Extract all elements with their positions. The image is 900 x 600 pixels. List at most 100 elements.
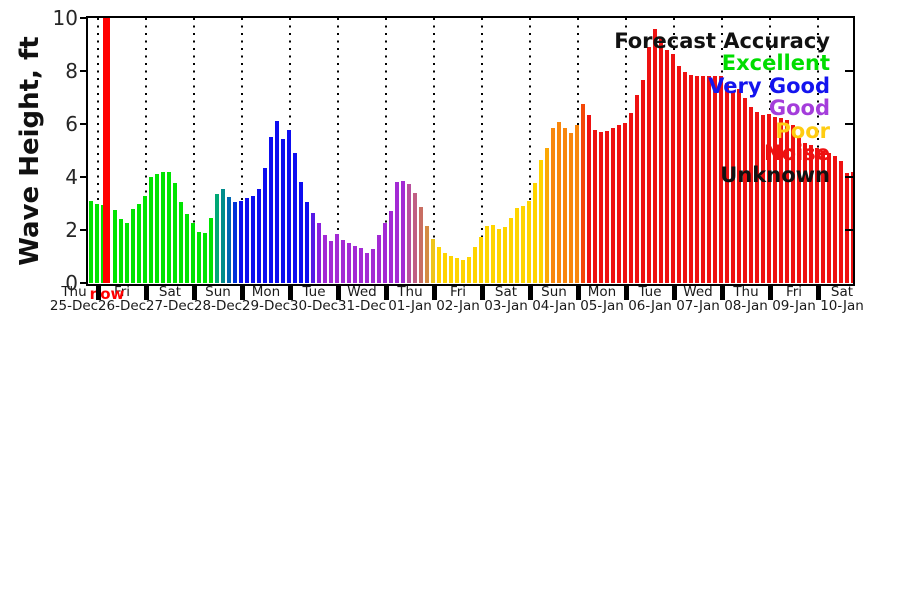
wave-height-bar (682, 72, 687, 283)
wave-height-bar (166, 172, 171, 283)
wave-height-bar (304, 201, 309, 283)
weekday-text: Wed (347, 284, 377, 300)
date-text: 28-Dec (193, 297, 243, 314)
wave-height-bar (592, 130, 597, 283)
day-boundary-tick (336, 284, 341, 300)
wave-height-bar (706, 76, 711, 283)
wave-height-bar (460, 259, 465, 283)
wave-height-bar (808, 144, 813, 283)
wave-height-bar (616, 125, 621, 283)
wave-height-bar (574, 125, 579, 283)
wave-height-bar (322, 235, 327, 283)
wave-height-bar (514, 208, 519, 283)
wave-height-bar (124, 223, 129, 283)
x-axis-day-label: Wed 31-Dec (320, 284, 404, 313)
wave-height-bar (628, 113, 633, 283)
legend-entry-unknown: Unknown (720, 163, 830, 188)
wave-height-bar (340, 240, 345, 283)
wave-height-bar (274, 120, 279, 283)
wave-height-bar (436, 247, 441, 283)
wave-height-bar (394, 181, 399, 283)
y-tick-label: 2 (65, 218, 78, 242)
day-boundary-tick (768, 284, 773, 300)
wave-height-bar (760, 114, 765, 283)
x-axis-day-label: Tue 06-Jan (608, 284, 692, 313)
wave-height-bar (136, 203, 141, 283)
wave-height-bar (448, 255, 453, 283)
wave-height-bar (796, 138, 801, 283)
wave-height-bar (370, 249, 375, 283)
wave-height-bar (484, 226, 489, 283)
x-axis-day-label: Tue 30-Dec (272, 285, 356, 314)
wave-height-bar (466, 257, 471, 283)
wave-height-bar (790, 125, 795, 283)
y-tick-label: 6 (65, 112, 78, 136)
wave-height-bar (748, 106, 753, 283)
wave-height-bar (286, 130, 291, 283)
wave-height-bar (412, 193, 417, 283)
wave-height-bar (634, 94, 639, 283)
wave-height-bar (814, 147, 819, 283)
wave-height-bar (562, 128, 567, 283)
x-axis-day-label: Mon 29-Dec (224, 285, 308, 313)
wave-height-bar (100, 204, 105, 283)
wave-height-bar (112, 210, 117, 283)
wave-height-bar (778, 118, 783, 283)
day-boundary-tick (672, 284, 677, 300)
day-boundary-tick (240, 284, 245, 300)
wave-height-bar (310, 213, 315, 283)
wave-height-bar (430, 239, 435, 283)
wave-height-bar (328, 241, 333, 283)
weekday-text: Sat (830, 284, 854, 300)
wave-height-bar (556, 122, 561, 283)
wave-height-bar (256, 189, 261, 283)
wave-height-bar (712, 75, 717, 283)
y-tick-mark (80, 229, 87, 231)
y-tick-mark (80, 123, 87, 125)
x-axis-day-label: Sat 03-Jan (464, 284, 548, 313)
day-gridline (97, 18, 99, 283)
wave-height-bar (292, 153, 297, 283)
date-text: 08-Jan (724, 297, 768, 314)
now-label: now (89, 285, 125, 303)
x-axis-day-label: Fri 26-Dec (80, 285, 164, 313)
wave-height-bar (268, 136, 273, 283)
wave-height-bar (358, 248, 363, 283)
now-marker-line (103, 18, 110, 283)
weekday-text: Tue (638, 284, 662, 300)
weekday-text: Thu (61, 284, 87, 300)
y-axis-label: Wave Height, ft (15, 36, 45, 266)
wave-height-bar (820, 150, 825, 283)
day-boundary-tick (288, 284, 293, 300)
day-gridline (337, 18, 339, 283)
y-tick-mark (80, 70, 87, 72)
wave-height-bar (376, 235, 381, 283)
day-gridline (145, 18, 147, 283)
wave-height-bar (652, 29, 657, 283)
weekday-text: Thu (733, 284, 759, 300)
y-tick-mark-right (845, 70, 853, 72)
weekday-text: Sat (158, 284, 182, 300)
wave-height-bar (826, 153, 831, 283)
day-boundary-tick (384, 284, 389, 300)
day-gridline (193, 18, 195, 283)
y-tick-mark (80, 176, 87, 178)
wave-height-bar (646, 46, 651, 283)
weekday-text: Sat (494, 284, 518, 300)
y-tick-label: 4 (65, 165, 78, 189)
x-axis-day-label: Fri 09-Jan (752, 284, 836, 313)
wave-height-bar (622, 123, 627, 283)
wave-height-bar (538, 160, 543, 283)
day-gridline (241, 18, 243, 283)
wave-height-bar (418, 206, 423, 283)
wave-height-bar (184, 214, 189, 283)
date-text: 02-Jan (436, 297, 480, 314)
date-text: 30-Dec (289, 297, 339, 314)
day-boundary-tick (480, 284, 485, 300)
weekday-text: Fri (785, 284, 803, 300)
day-gridline (433, 18, 435, 283)
wave-height-bar (442, 253, 447, 283)
wave-height-bar (472, 246, 477, 283)
day-gridline (529, 18, 531, 283)
